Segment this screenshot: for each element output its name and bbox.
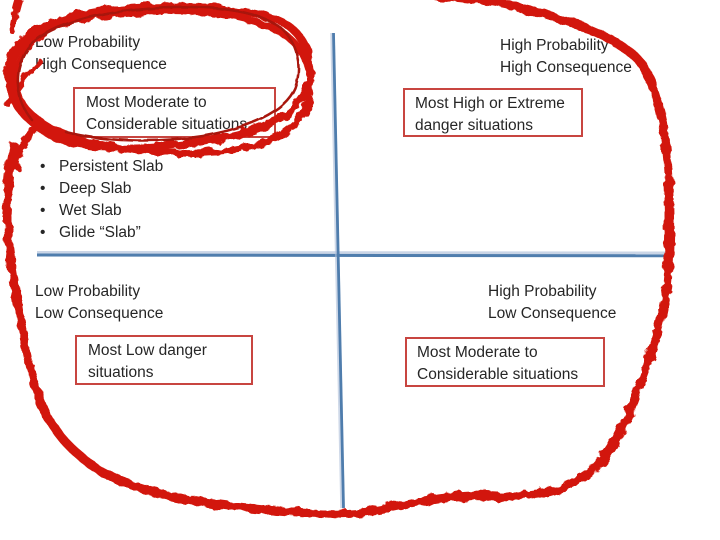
label-line: Low Consequence	[35, 304, 164, 322]
callout-line: Most High or Extreme	[415, 95, 565, 112]
bullet-icon: •	[40, 180, 46, 197]
callout-line: Considerable situations	[86, 115, 248, 133]
label-high-prob-high-cons: High Probability High Consequence	[500, 35, 632, 78]
bullet-icon: •	[40, 202, 46, 219]
callout-line: Most Low danger	[88, 342, 207, 359]
label-line: Low Probability	[35, 283, 141, 300]
bullet-text: Persistent Slab	[59, 158, 164, 175]
bullet-icon: •	[40, 224, 46, 241]
slab-bullet-list: • Persistent Slab • Deep Slab • Wet Slab…	[40, 156, 163, 244]
callout-box-bottom-left: Most Low danger situations	[75, 335, 253, 385]
callout-box-top-left: Most Moderate to Considerable situations	[73, 87, 276, 138]
label-line: Low Probability	[35, 34, 141, 51]
bullet-text: Glide “Slab”	[59, 224, 141, 241]
list-item: • Wet Slab	[40, 200, 163, 222]
callout-box-bottom-right: Most Moderate to Considerable situations	[405, 337, 605, 387]
label-low-prob-high-cons: Low Probability High Consequence	[35, 32, 167, 75]
label-line: High Consequence	[35, 55, 167, 73]
bullet-icon: •	[40, 158, 46, 175]
callout-box-top-right: Most High or Extreme danger situations	[403, 88, 583, 137]
label-high-prob-low-cons: High Probability Low Consequence	[488, 281, 616, 324]
callout-line: Most Moderate to	[417, 344, 538, 361]
label-line: Low Consequence	[488, 304, 617, 322]
label-low-prob-low-cons: Low Probability Low Consequence	[35, 281, 163, 324]
label-line: High Consequence	[500, 58, 632, 76]
callout-line: danger situations	[415, 116, 534, 134]
bullet-text: Deep Slab	[59, 180, 132, 197]
callout-line: situations	[88, 363, 154, 381]
list-item: • Glide “Slab”	[40, 222, 163, 244]
bullet-text: Wet Slab	[59, 202, 122, 219]
list-item: • Persistent Slab	[40, 156, 163, 178]
callout-line: Most Moderate to	[86, 94, 207, 111]
list-item: • Deep Slab	[40, 178, 163, 200]
label-line: High Probability	[488, 283, 597, 300]
label-line: High Probability	[500, 37, 609, 54]
callout-line: Considerable situations	[417, 365, 579, 383]
